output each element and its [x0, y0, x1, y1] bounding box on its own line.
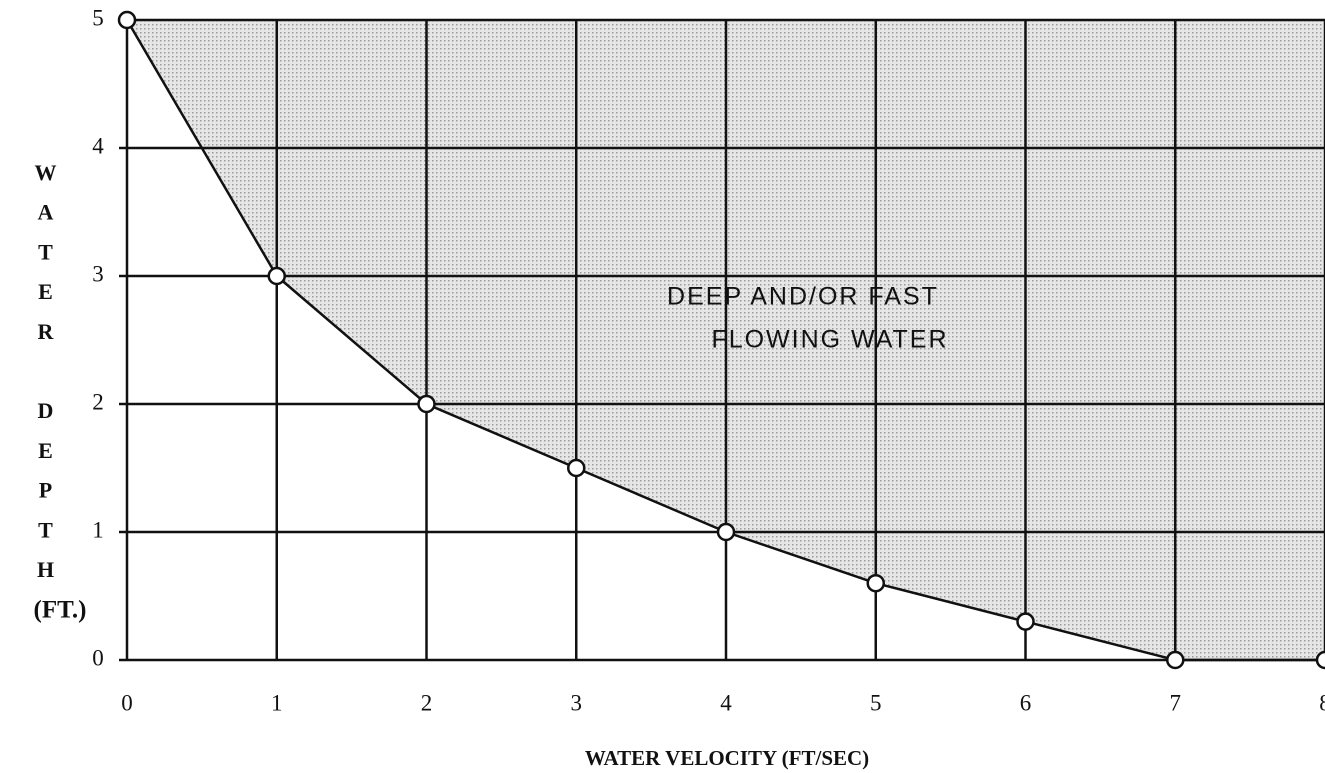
data-point	[1016, 612, 1035, 631]
y-unit: (FT.)	[34, 597, 87, 624]
y-axis-label: WATER DEPTH	[33, 160, 58, 597]
data-point	[1315, 650, 1325, 670]
x-tick-label: 3	[571, 690, 583, 715]
x-tick-label: 2	[421, 690, 433, 715]
annotation: FLOWING WATER	[711, 326, 948, 354]
data-point	[1166, 650, 1185, 670]
annotation: DEEP AND/OR FAST	[667, 283, 939, 311]
x-tick-label: 7	[1170, 690, 1182, 715]
y-tick-label: 1	[92, 517, 104, 542]
x-tick-label: 8	[1319, 690, 1325, 715]
x-tick-label: 4	[720, 690, 732, 715]
y-tick-label: 2	[92, 389, 104, 414]
data-point	[117, 10, 137, 30]
data-point	[866, 573, 885, 593]
data-point	[267, 266, 286, 286]
data-point	[417, 394, 436, 414]
x-tick-label: 0	[121, 690, 133, 715]
y-tick-label: 3	[92, 261, 104, 286]
data-point	[567, 458, 586, 478]
x-tick-label: 1	[271, 690, 283, 715]
y-tick-label: 5	[92, 5, 104, 30]
y-tick-label: 4	[92, 133, 104, 158]
data-point	[716, 522, 736, 542]
x-tick-label: 5	[870, 690, 882, 715]
y-tick-label: 0	[92, 645, 104, 670]
x-axis-label: WATER VELOCITY (FT/SEC)	[585, 746, 869, 770]
x-tick-label: 6	[1020, 690, 1032, 715]
